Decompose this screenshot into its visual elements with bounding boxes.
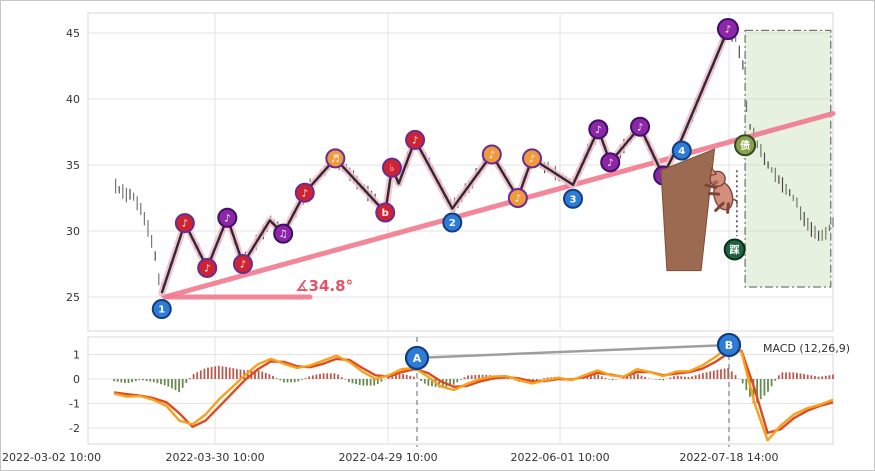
main-y-axis: 25 30 35 40 45 — [66, 27, 80, 304]
macd-y-tick-label: 0 — [73, 373, 80, 386]
pivot-marker-3[interactable]: 3 — [562, 188, 583, 209]
pivot-marker-symbol: ♪ — [412, 136, 418, 147]
marker-label: A — [413, 352, 422, 365]
marker-label: B — [725, 339, 733, 352]
ab-connector-line — [416, 343, 730, 360]
pivot-marker-n4[interactable]: ♪ — [232, 254, 253, 274]
x-tick-label: 2022-04-29 10:00 — [338, 451, 437, 464]
pivot-marker-symbol: ♪ — [240, 260, 246, 271]
pivot-markers: 1♪♪♪♪♫♪♬b♭♪2♪♪♪3♪♪♪♪4♪ — [151, 18, 739, 320]
trend-line[interactable] — [162, 111, 836, 300]
annotation-circle-text: 债 — [740, 139, 750, 152]
pivot-marker-symbol: ♪ — [204, 264, 210, 275]
pivot-marker-symbol: ♪ — [607, 158, 613, 169]
x-axis: 2022-03-02 10:00 2022-03-30 10:00 2022-04-… — [2, 451, 779, 464]
annotation-circle-text: 踩 — [730, 243, 740, 256]
main-y-tick-label: 40 — [66, 93, 80, 106]
x-tick-label: 2022-06-01 10:00 — [510, 451, 609, 464]
pivot-marker-symbol: ♪ — [182, 219, 188, 230]
pivot-marker-n11[interactable]: ♪ — [481, 144, 502, 165]
pivot-marker-symbol: ♪ — [595, 125, 601, 136]
pivot-marker-symbol: ♫ — [279, 229, 288, 240]
pig-illustration — [704, 166, 738, 214]
pivot-marker-symbol: ♪ — [529, 154, 535, 165]
macd-line — [113, 345, 834, 442]
annotation-circle-step[interactable]: 踩 — [723, 238, 746, 261]
annotation-circle-debt[interactable]: 债 — [734, 134, 757, 157]
pivot-marker-symbol: ♭ — [390, 163, 395, 174]
pivot-marker-n7[interactable]: ♬ — [325, 148, 346, 169]
pivot-marker-symbol: ♪ — [489, 150, 495, 161]
main-y-tick-label: 45 — [66, 27, 80, 40]
pivot-marker-symbol: ♪ — [637, 122, 643, 133]
main-y-tick-label: 35 — [66, 159, 80, 172]
pivot-marker-1[interactable]: 1 — [151, 299, 172, 320]
pivot-marker-symbol: ♪ — [725, 25, 731, 36]
macd-y-tick-label: -1 — [69, 398, 80, 411]
macd-y-tick-label: 1 — [73, 349, 80, 362]
pivot-marker-symbol: ♪ — [302, 188, 308, 199]
pivot-marker-n16[interactable]: ♪ — [630, 116, 651, 137]
pivot-marker-symbol: ♪ — [515, 194, 521, 205]
pivot-marker-symbol: 1 — [158, 305, 165, 316]
macd-indicator-label: MACD (12,26,9) — [763, 342, 850, 355]
pivot-marker-symbol: 2 — [449, 218, 456, 229]
cliff-shape — [660, 148, 716, 272]
pivot-marker-n12[interactable]: ♪ — [507, 188, 528, 208]
x-tick-label: 2022-03-30 10:00 — [165, 451, 264, 464]
main-y-tick-label: 30 — [66, 225, 80, 238]
pivot-marker-symbol: b — [382, 208, 389, 219]
macd-y-axis: 1 0 -1 -2 — [69, 349, 80, 436]
angle-annotation: ∡34.8° — [295, 277, 353, 295]
pivot-marker-symbol: 3 — [570, 194, 577, 205]
pivot-marker-n10[interactable]: ♪ — [405, 129, 426, 150]
pivot-marker-symbol: ♬ — [331, 154, 340, 165]
pivot-marker-n1[interactable]: ♪ — [174, 213, 195, 234]
pivot-marker-n3[interactable]: ♪ — [217, 207, 238, 228]
pivot-marker-n13[interactable]: ♪ — [522, 148, 543, 169]
macd-y-tick-label: -2 — [69, 422, 80, 435]
pivot-marker-4[interactable]: 4 — [671, 140, 692, 161]
pivot-marker-n8[interactable]: b — [375, 202, 396, 223]
marker-B[interactable]: B — [716, 332, 742, 358]
forecast-region — [744, 29, 832, 288]
pivot-marker-symbol: 4 — [678, 146, 685, 157]
pivot-marker-n2[interactable]: ♪ — [197, 257, 218, 278]
pivot-marker-symbol: ♪ — [224, 213, 230, 224]
pivot-marker-n5[interactable]: ♫ — [273, 223, 294, 244]
marker-A[interactable]: A — [404, 345, 430, 371]
pivot-marker-n15[interactable]: ♪ — [600, 152, 621, 173]
pivot-marker-top[interactable]: ♪ — [716, 18, 739, 41]
x-tick-label: 2022-07-18 14:00 — [679, 451, 778, 464]
pivot-marker-n9[interactable]: ♭ — [381, 157, 402, 178]
signal-line — [113, 349, 834, 435]
macd-indicator-chart[interactable]: 1 0 -1 -2 A B MACD (12,26,9) — [69, 332, 850, 447]
x-tick-label: 2022-03-02 10:00 — [2, 451, 101, 464]
pivot-marker-2[interactable]: 2 — [442, 212, 463, 233]
pivot-marker-n14[interactable]: ♪ — [588, 119, 609, 140]
pivot-marker-n6[interactable]: ♪ — [294, 182, 315, 203]
main-y-tick-label: 25 — [66, 291, 80, 304]
